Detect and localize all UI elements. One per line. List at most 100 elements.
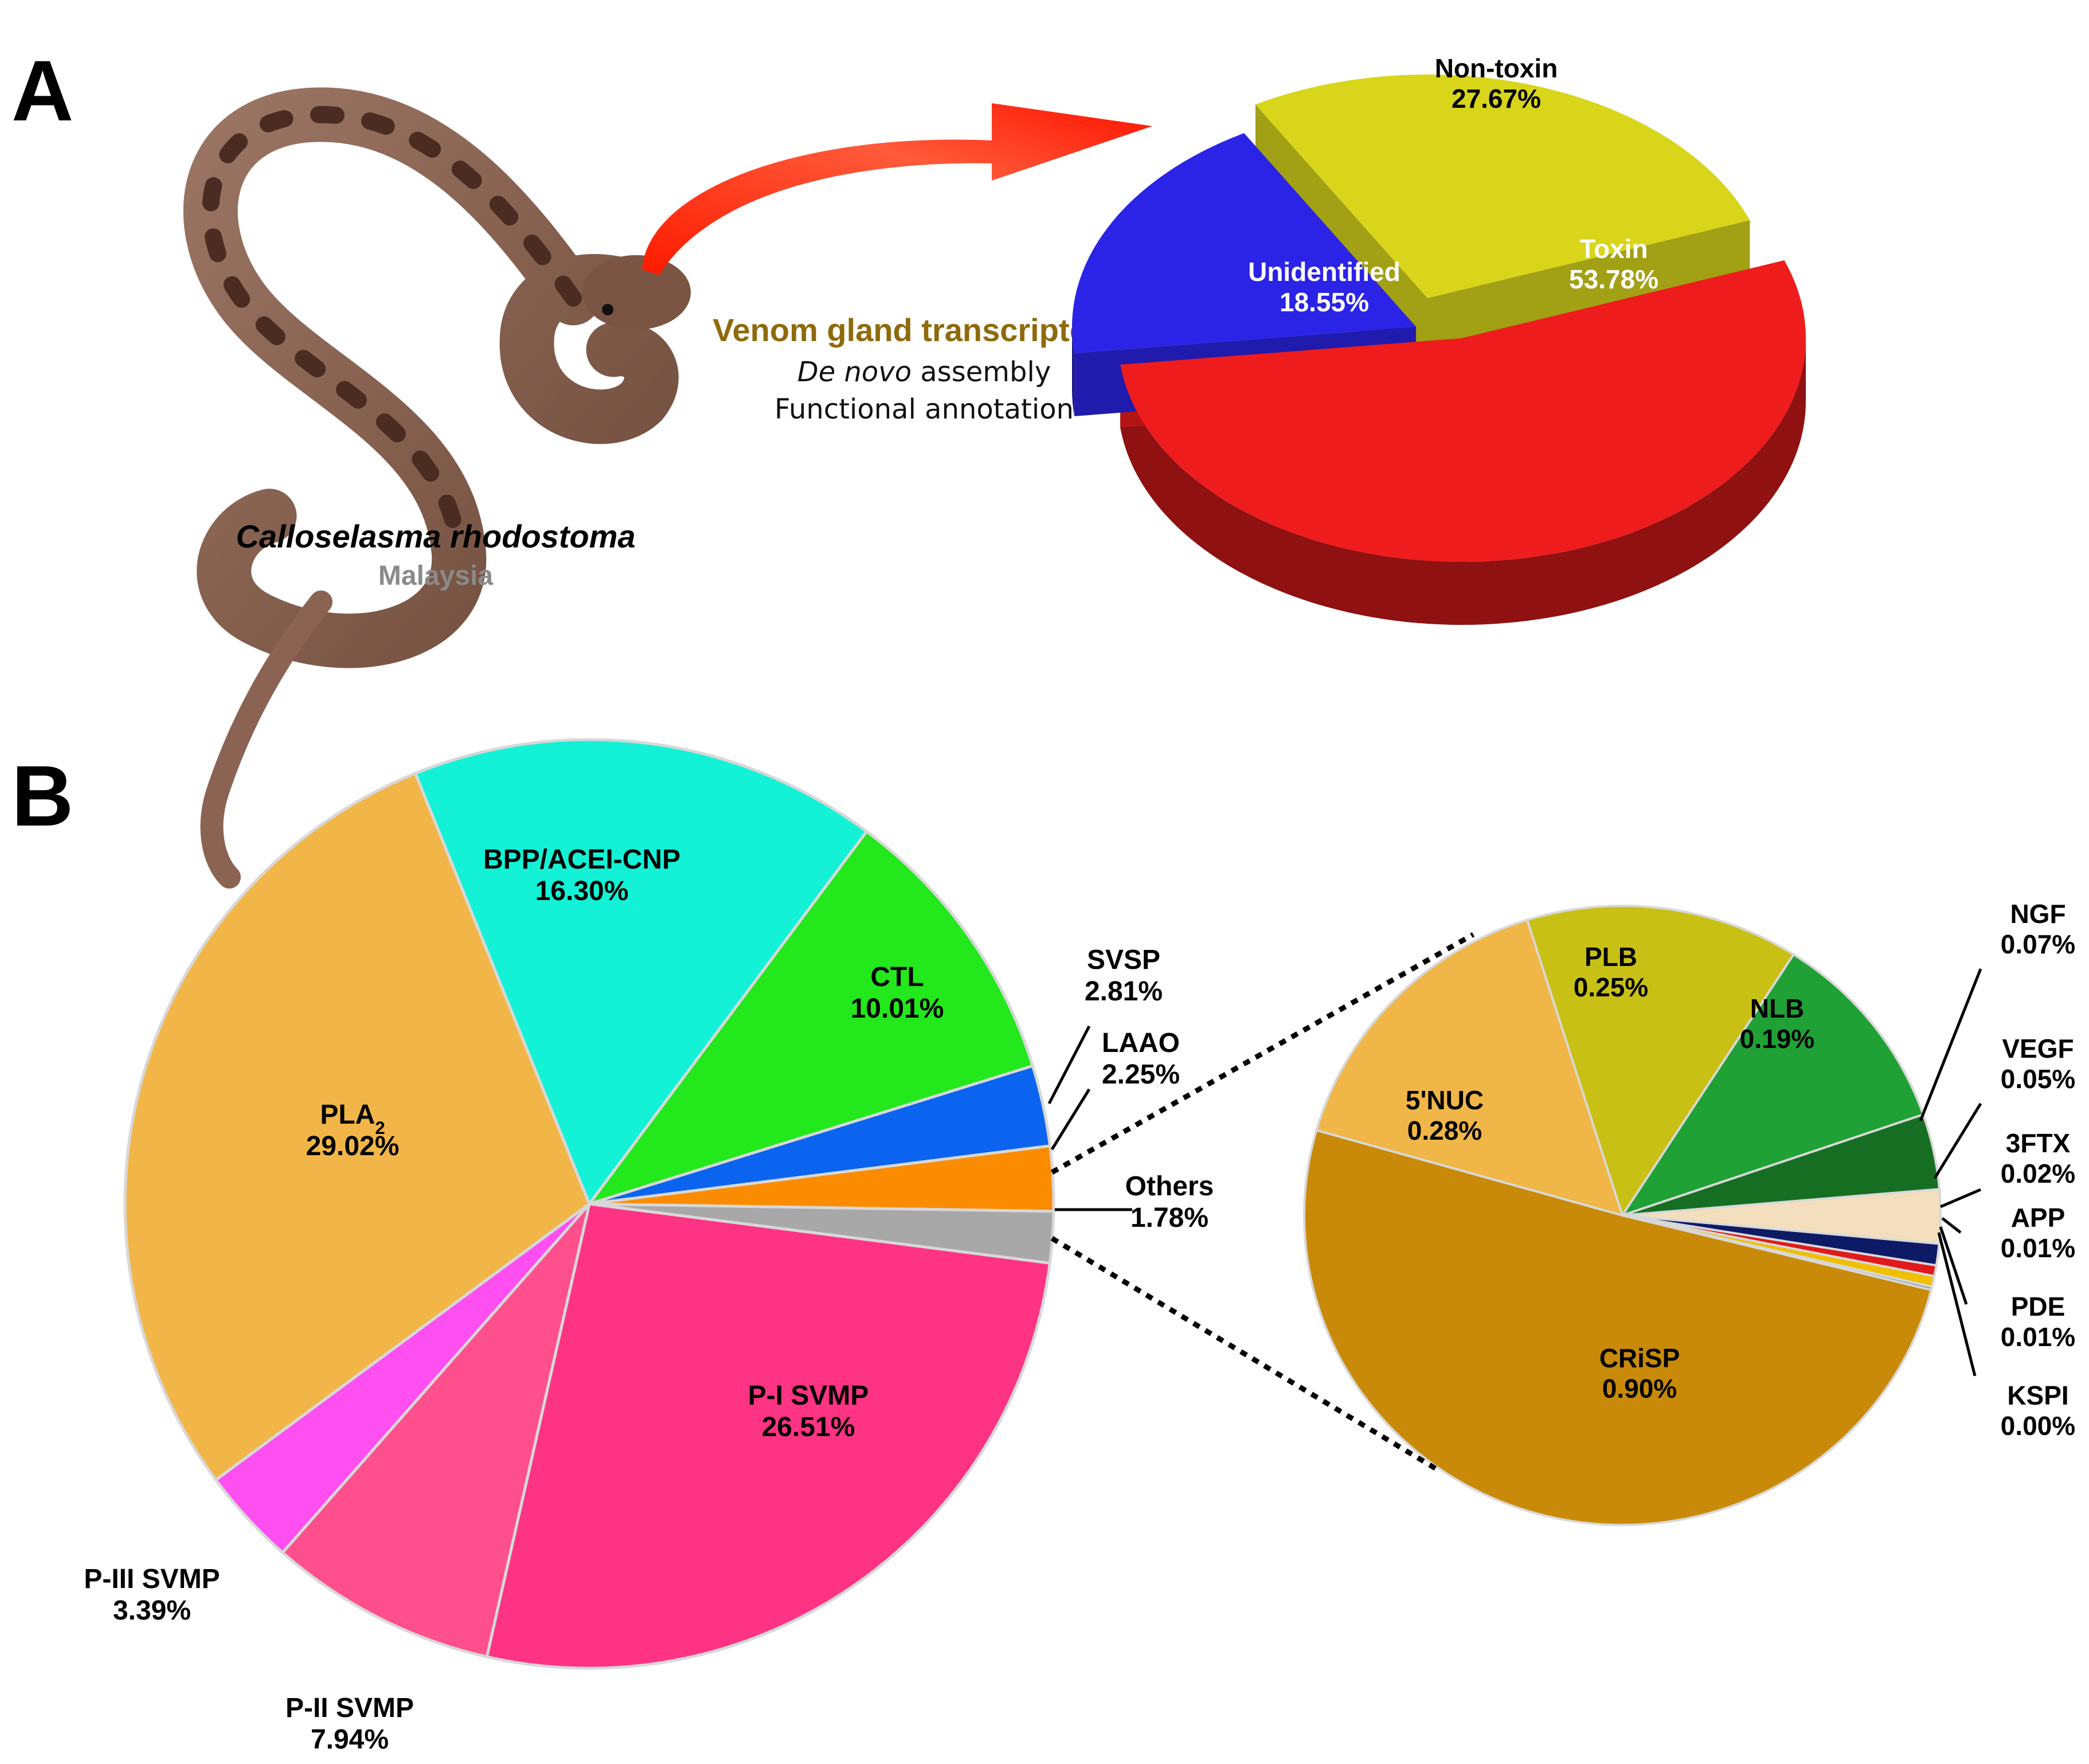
pie-a-label-unidentified: Unidentified 18.55% [1248,257,1401,317]
pie-c-label-crisp: CRiSP 0.90% [1599,1343,1680,1403]
pie-b-label-others-line-2: 1.78% [1130,1203,1208,1233]
pie-b-label-p-i-svmp-line-1: P-I SVMP [748,1380,869,1411]
pie-b-label-svsp-line-1: SVSP [1087,945,1160,975]
pie-a-label-non-toxin-line-1: Non-toxin [1435,53,1558,83]
pie-a-side-unidentified [1072,327,1075,417]
workflow-line3: Functional annotation [774,393,1074,425]
pie-b-label-laao: LAAO 2.25% [1102,1028,1180,1090]
pie-c-label-app-line-2: 0.01% [2001,1233,2075,1263]
pie-b-label-svsp-line-2: 2.81% [1085,976,1163,1007]
pie-b-label-pla-subscript: 2 [375,1118,385,1138]
species-space [441,518,450,554]
pie-c-label-app-line-1: APP [2011,1203,2065,1233]
species-genus: Calloselasma [236,518,441,554]
pie-a-label-unidentified-line-2: 18.55% [1280,287,1369,317]
pie-c-slice-crisp [1303,1128,1933,1526]
pie-chart-a: Non-toxin 27.67% Toxin 53.78% Unidentified 18… [1072,53,1806,625]
connector-top [1050,932,1475,1175]
pie-a-label-toxin-line-1: Toxin [1579,234,1648,264]
connector-bottom [1050,1236,1441,1473]
pie-c-label-app: APP 0.01% [2001,1203,2075,1263]
pie-c-label-kspi-line-1: KSPI [2007,1380,2068,1410]
pie-c-label-plb: PLB 0.25% [1574,942,1648,1002]
pie-c-label-3ftx-line-2: 0.02% [2001,1159,2075,1188]
pie-chart-others: PLB 0.25% NLB 0.19% NGF 0.07% VEGF 0.05% 3FTX 0.0… [1303,899,2075,1526]
panel-b-letter: B [11,748,73,844]
pie-a-slice-unidentified [1072,133,1416,354]
leader-ngf [1919,968,1982,1121]
workflow-title: Venom gland transcriptome [713,312,1136,348]
pie-c-label-plb-line-1: PLB [1585,942,1637,972]
pie-a-label-unidentified-line-1: Unidentified [1248,257,1401,287]
pie-b-slice-p-ii-svmp [280,1203,591,1659]
workflow-denovo: De novo [797,356,912,388]
pie-b-slice-p-i-svmp [485,1202,1052,1670]
pie-b-label-p-iii-svmp-line-1: P-III SVMP [84,1564,220,1594]
pie-c-label-ngf: NGF 0.07% [2001,899,2075,959]
species-locality: Malaysia [378,561,493,591]
pie-c-label-vegf: VEGF 0.05% [2001,1034,2075,1094]
pie-a-side-toxin [1120,338,1806,625]
pie-c-label-pde-line-2: 0.01% [2001,1322,2075,1352]
pie-a-label-non-toxin-line-2: 27.67% [1452,84,1541,114]
pie-c-slice-nlb [1619,953,1925,1218]
leader-pde [1939,1226,1968,1305]
pie-c-slice-plb [1522,905,1795,1218]
pie-b-label-laao-line-1: LAAO [1102,1028,1180,1058]
pie-b-label-bpp-acei-cnp-line-1: BPP/ACEI-CNP [483,844,680,875]
pie-c-label-5-nuc: 5'NUC 0.28% [1406,1085,1484,1145]
pie-c-label-3ftx: 3FTX 0.02% [2001,1128,2075,1188]
pie-a-slice-non-toxin [1255,74,1750,298]
snake-illustration [183,87,691,889]
pie-c-label-crisp-line-2: 0.90% [1602,1374,1677,1403]
pie-b-slice-ctl [585,829,1035,1207]
pie-b-label-bpp-acei-cnp-line-2: 16.30% [535,876,629,906]
pie-c-label-nlb-line-2: 0.19% [1740,1024,1814,1054]
pie-a-label-toxin-line-2: 53.78% [1569,264,1658,294]
leader-vegf [1933,1102,1982,1179]
pie-b-label-p-ii-svmp: P-II SVMP 7.94% [285,1693,414,1755]
pie-c-label-pde: PDE 0.01% [2001,1292,2075,1352]
pie-b-slice-pla [123,771,592,1482]
pie-a-label-non-toxin: Non-toxin 27.67% [1435,53,1558,114]
pie-c-label-nlb: NLB 0.19% [1740,994,1814,1054]
pie-b-label-others: Others 1.78% [1125,1171,1214,1233]
pie-b-slice-bpp-acei-cnp [413,738,869,1207]
pie-c-label-nlb-line-1: NLB [1750,994,1805,1023]
pie-c-label-crisp-line-1: CRiSP [1599,1343,1680,1373]
workflow-arrow [642,103,1152,275]
pie-b-label-pla-line-2: 29.02% [306,1131,400,1161]
pie-a-label-toxin: Toxin 53.78% [1569,234,1658,294]
leader-3ftx [1940,1188,1981,1208]
pie-b-label-p-i-svmp-line-2: 26.51% [762,1412,855,1442]
leader-app [1941,1217,1962,1234]
pie-b-label-ctl-line-1: CTL [870,962,924,992]
leader-svsp [1047,1025,1091,1105]
pie-c-label-5-nuc-line-1: 5'NUC [1406,1085,1484,1115]
pie-b-label-p-iii-svmp: P-III SVMP 3.39% [84,1564,220,1626]
pie-b-label-bpp-acei-cnp: BPP/ACEI-CNP 16.30% [483,844,680,906]
pie-c-label-kspi-line-2: 0.00% [2001,1411,2075,1441]
leader-kspi [1937,1232,1977,1376]
pie-c-slice-5-nuc [1315,918,1625,1217]
pie-b-label-p-iii-svmp-line-2: 3.39% [113,1595,191,1626]
pie-b-label-p-i-svmp: P-I SVMP 26.51% [748,1380,869,1442]
pie-b-label-p-ii-svmp-line-1: P-II SVMP [285,1693,414,1723]
pie-c-label-ngf-line-1: NGF [2010,899,2065,929]
panel-a-letter: A [11,42,73,139]
workflow-assembly: assembly [912,356,1051,388]
pie-a-slice-toxin [1120,260,1806,562]
species-name: Calloselasma rhodostoma [236,518,635,554]
pie-b-label-ctl: CTL 10.01% [851,962,944,1024]
pie-b-label-pla: PLA2 29.02% [306,1100,400,1161]
species-epithet: rhodostoma [450,518,636,554]
workflow-line2: De novo assembly [797,356,1051,388]
pie-c-label-ngf-line-2: 0.07% [2001,929,2075,959]
pie-a-face-non-toxin-2 [1427,220,1750,361]
pie-b-label-p-ii-svmp-line-2: 7.94% [311,1724,389,1755]
pie-c-label-vegf-line-2: 0.05% [2001,1064,2075,1094]
pie-c-label-pde-line-1: PDE [2011,1292,2065,1321]
pie-b-label-ctl-line-2: 10.01% [851,994,944,1024]
pie-b-label-svsp: SVSP 2.81% [1085,945,1163,1007]
